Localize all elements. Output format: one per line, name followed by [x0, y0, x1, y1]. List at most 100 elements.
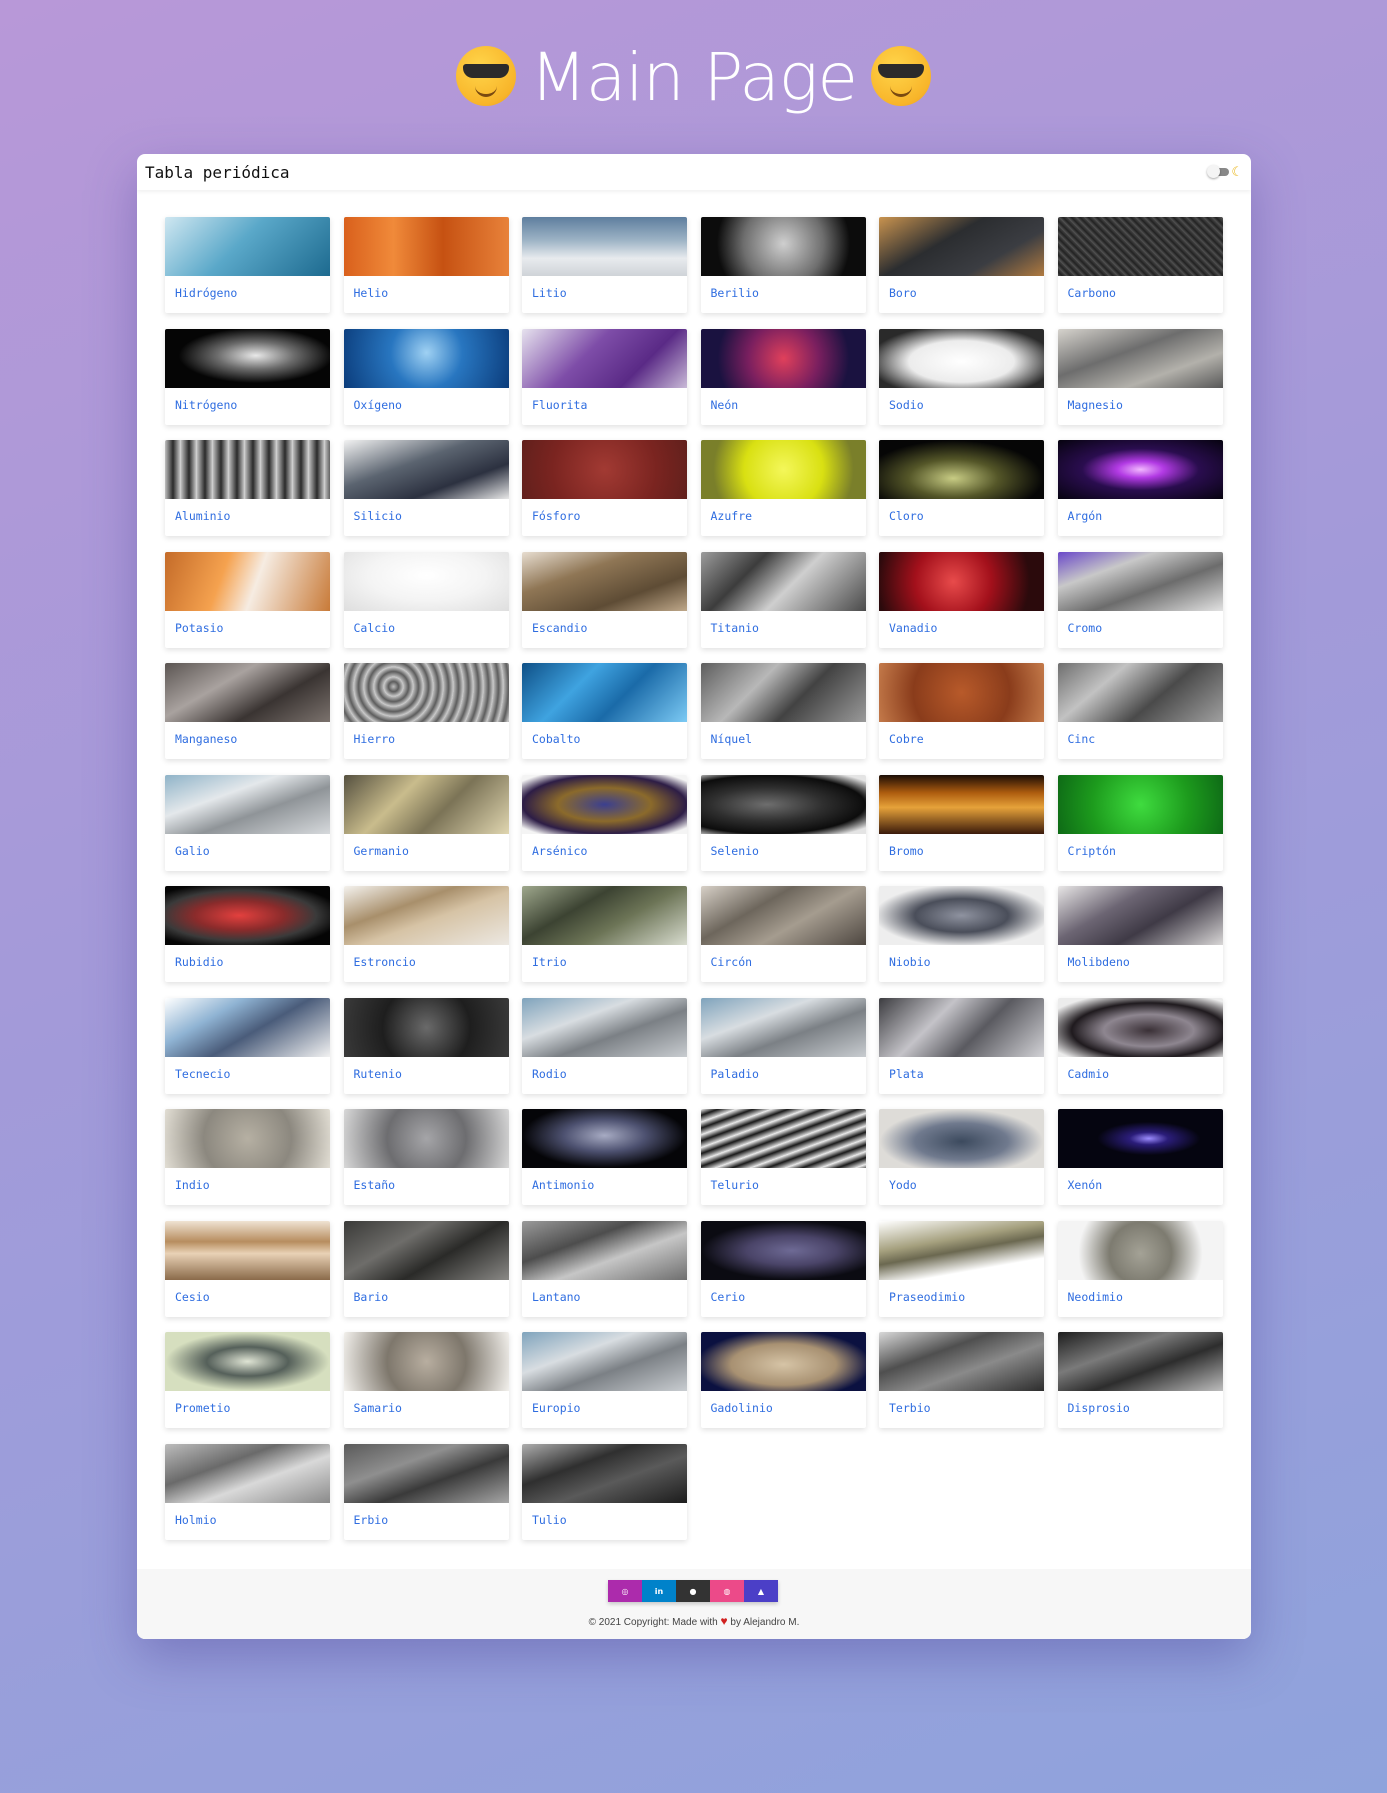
- element-image[interactable]: [165, 886, 330, 945]
- element-name-link[interactable]: Titanio: [710, 620, 759, 635]
- element-card[interactable]: Itrio: [522, 886, 687, 982]
- linkedin-button[interactable]: in: [642, 1580, 676, 1602]
- element-name-link[interactable]: Telurio: [710, 1178, 759, 1192]
- element-card[interactable]: Vanadio: [879, 551, 1044, 648]
- element-name-link[interactable]: Fósforo: [532, 509, 581, 523]
- element-card[interactable]: Indio: [165, 1109, 330, 1205]
- element-name-link[interactable]: Cobalto: [532, 732, 581, 746]
- element-image[interactable]: [343, 1220, 509, 1280]
- element-card[interactable]: Bario: [343, 1220, 509, 1317]
- element-name-link[interactable]: Estaño: [353, 1178, 396, 1192]
- dark-mode-toggle[interactable]: ☾: [1207, 165, 1243, 179]
- element-card[interactable]: Disprosio: [1057, 1332, 1223, 1428]
- element-card[interactable]: Cobre: [879, 663, 1044, 759]
- element-card[interactable]: Magnesio: [1057, 328, 1223, 425]
- element-image[interactable]: [700, 1220, 866, 1280]
- element-card[interactable]: Samario: [343, 1332, 509, 1428]
- element-name-link[interactable]: Itrio: [532, 955, 567, 969]
- element-name-link[interactable]: Cobre: [889, 732, 924, 746]
- user-button[interactable]: ▲: [744, 1580, 778, 1602]
- element-image[interactable]: [700, 886, 866, 945]
- element-name-link[interactable]: Escandio: [532, 620, 588, 635]
- instagram-button[interactable]: ◎: [608, 1580, 642, 1602]
- element-card[interactable]: Carbono: [1057, 217, 1223, 313]
- element-card[interactable]: Arsénico: [522, 774, 687, 871]
- element-name-link[interactable]: Cinc: [1067, 732, 1096, 746]
- element-card[interactable]: Telurio: [700, 1109, 866, 1205]
- element-card[interactable]: Fluorita: [522, 328, 687, 425]
- element-image[interactable]: [522, 997, 687, 1057]
- element-image[interactable]: [700, 663, 866, 722]
- element-image[interactable]: [879, 440, 1044, 499]
- element-name-link[interactable]: Sodio: [889, 397, 924, 412]
- element-name-link[interactable]: Neodimio: [1067, 1289, 1123, 1304]
- element-name-link[interactable]: Europio: [532, 1401, 581, 1415]
- element-card[interactable]: Germanio: [343, 774, 509, 871]
- element-image[interactable]: [165, 1332, 330, 1391]
- element-image[interactable]: [1057, 1109, 1223, 1168]
- element-card[interactable]: Niobio: [879, 886, 1044, 982]
- element-name-link[interactable]: Litio: [532, 286, 567, 300]
- element-card[interactable]: Cobalto: [522, 663, 687, 759]
- element-card[interactable]: Escandio: [522, 551, 687, 648]
- element-name-link[interactable]: Molibdeno: [1067, 955, 1130, 969]
- element-image[interactable]: [522, 551, 687, 611]
- element-card[interactable]: Criptón: [1057, 774, 1223, 871]
- element-name-link[interactable]: Carbono: [1067, 286, 1116, 300]
- element-name-link[interactable]: Praseodimio: [889, 1289, 966, 1304]
- element-card[interactable]: Cesio: [165, 1220, 330, 1317]
- element-name-link[interactable]: Cerio: [710, 1289, 746, 1304]
- element-name-link[interactable]: Prometio: [175, 1401, 231, 1415]
- element-image[interactable]: [522, 1443, 687, 1503]
- element-card[interactable]: Antimonio: [522, 1109, 687, 1205]
- element-card[interactable]: Oxígeno: [343, 328, 509, 425]
- element-card[interactable]: Cinc: [1057, 663, 1223, 759]
- element-image[interactable]: [700, 217, 866, 276]
- element-name-link[interactable]: Selenio: [710, 843, 759, 858]
- element-card[interactable]: Erbio: [343, 1443, 509, 1540]
- element-name-link[interactable]: Manganeso: [175, 732, 238, 746]
- element-image[interactable]: [700, 440, 866, 499]
- element-name-link[interactable]: Cloro: [889, 509, 924, 523]
- element-image[interactable]: [522, 886, 687, 945]
- element-image[interactable]: [165, 1443, 330, 1503]
- element-name-link[interactable]: Rubidio: [175, 955, 224, 969]
- element-name-link[interactable]: Tulio: [532, 1512, 567, 1527]
- element-image[interactable]: [522, 663, 687, 722]
- element-card[interactable]: Selenio: [700, 774, 866, 871]
- element-card[interactable]: Titanio: [700, 551, 866, 648]
- element-name-link[interactable]: Rutenio: [353, 1066, 402, 1081]
- dribbble-button[interactable]: ◍: [710, 1580, 744, 1602]
- element-card[interactable]: Rutenio: [343, 997, 509, 1094]
- element-card[interactable]: Cromo: [1057, 551, 1223, 648]
- element-image[interactable]: [522, 774, 687, 834]
- element-card[interactable]: Rodio: [522, 997, 687, 1094]
- element-card[interactable]: Nitrógeno: [165, 328, 330, 425]
- element-image[interactable]: [343, 1109, 509, 1168]
- element-card[interactable]: Manganeso: [165, 663, 330, 759]
- element-name-link[interactable]: Germanio: [353, 843, 409, 858]
- element-card[interactable]: Yodo: [879, 1109, 1044, 1205]
- element-name-link[interactable]: Plata: [889, 1066, 924, 1081]
- element-card[interactable]: Prometio: [165, 1332, 330, 1428]
- element-name-link[interactable]: Aluminio: [175, 509, 231, 523]
- element-card[interactable]: Berilio: [700, 217, 866, 313]
- element-image[interactable]: [1057, 1332, 1223, 1391]
- element-image[interactable]: [343, 551, 509, 611]
- element-image[interactable]: [165, 663, 330, 722]
- element-image[interactable]: [1057, 217, 1223, 276]
- element-name-link[interactable]: Galio: [175, 843, 210, 858]
- app-title[interactable]: Tabla periódica: [145, 162, 290, 182]
- element-card[interactable]: Litio: [522, 217, 687, 313]
- element-card[interactable]: Sodio: [879, 328, 1044, 425]
- element-image[interactable]: [343, 663, 509, 722]
- element-image[interactable]: [343, 886, 509, 945]
- element-card[interactable]: Tulio: [522, 1443, 687, 1540]
- element-name-link[interactable]: Hierro: [353, 732, 396, 746]
- element-image[interactable]: [879, 997, 1044, 1057]
- element-name-link[interactable]: Lantano: [532, 1289, 581, 1304]
- element-card[interactable]: Bromo: [879, 774, 1044, 871]
- element-card[interactable]: Holmio: [165, 1443, 330, 1540]
- element-name-link[interactable]: Terbio: [889, 1401, 931, 1415]
- element-image[interactable]: [165, 1109, 330, 1168]
